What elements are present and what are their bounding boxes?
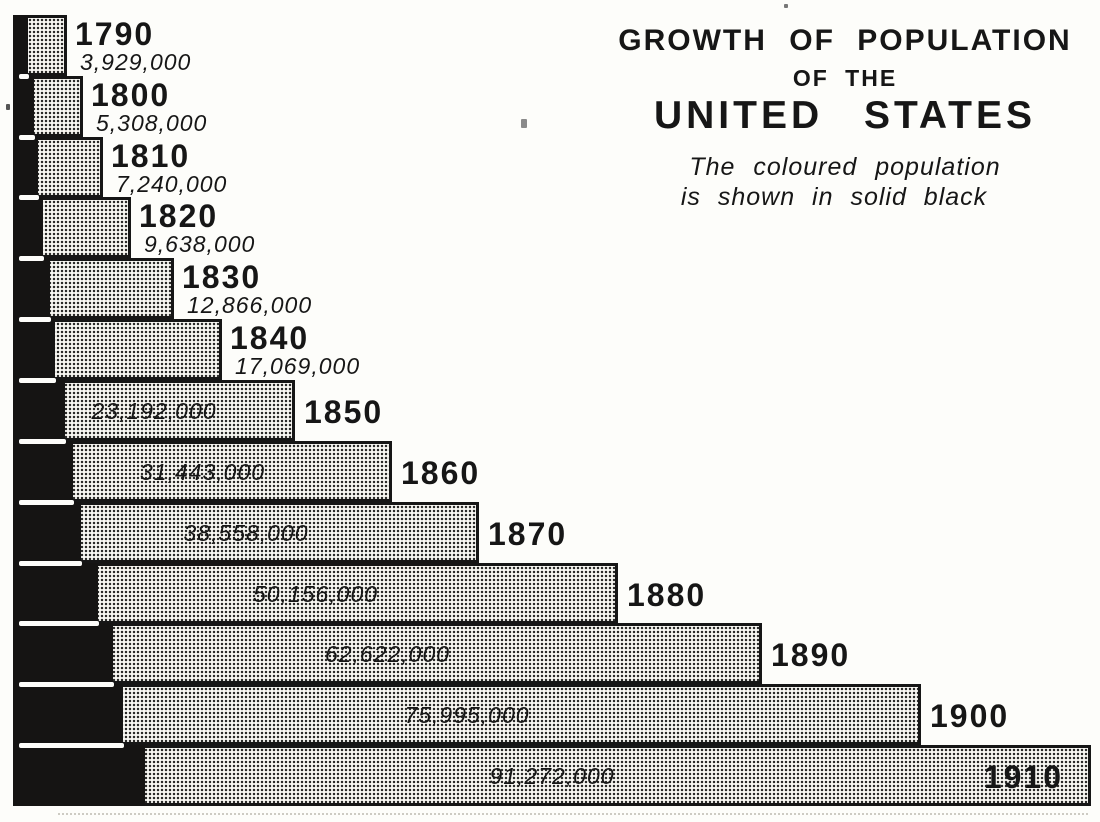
black-column-separator	[19, 561, 82, 566]
year-label-1850: 1850	[304, 394, 384, 430]
year-label-1840: 1840	[230, 320, 310, 356]
ink-speck	[6, 104, 10, 110]
year-label-1880: 1880	[627, 577, 707, 613]
black-column-separator	[19, 256, 44, 261]
coloured-population-segment-1800	[13, 76, 34, 137]
black-column-separator	[19, 135, 35, 140]
coloured-population-segment-1820	[13, 197, 43, 258]
coloured-population-segment-1830	[13, 258, 50, 319]
year-label-1820: 1820	[139, 198, 219, 234]
scan-shadow-line	[58, 813, 1088, 815]
bar-1830	[13, 258, 174, 319]
value-label-1870: 38,558,000	[183, 520, 309, 546]
bar-1840	[13, 319, 222, 380]
coloured-population-segment-1860	[13, 441, 73, 502]
value-label-1820: 9,638,000	[144, 231, 256, 257]
bar-1800	[13, 76, 83, 137]
value-label-1790: 3,929,000	[80, 49, 192, 75]
coloured-population-segment-1790	[13, 15, 28, 76]
year-label-1790: 1790	[75, 16, 155, 52]
chart-title-line1: GROWTH OF POPULATION	[618, 24, 1072, 57]
year-label-1810: 1810	[111, 138, 191, 174]
coloured-population-segment-1840	[13, 319, 55, 380]
chart-title-line2: OF THE	[792, 65, 898, 91]
black-column-separator	[19, 74, 29, 79]
value-label-1850: 23,192,000	[91, 398, 217, 424]
bar-1850	[13, 380, 295, 441]
value-label-1800: 5,308,000	[96, 110, 208, 136]
ink-speck	[784, 4, 788, 8]
black-column-separator	[19, 195, 39, 200]
bar-1870	[13, 502, 479, 563]
black-column-separator	[19, 682, 114, 687]
coloured-population-segment-1810	[13, 137, 38, 198]
black-column-separator	[19, 500, 74, 505]
black-column-separator	[19, 621, 99, 626]
black-column-separator	[19, 317, 51, 322]
year-label-1870: 1870	[488, 516, 568, 552]
value-label-1890: 62,622,000	[324, 641, 451, 667]
coloured-population-segment-1910	[13, 745, 145, 806]
black-column-separator	[19, 439, 66, 444]
value-label-1810: 7,240,000	[116, 171, 228, 197]
year-label-1900: 1900	[930, 698, 1010, 734]
coloured-population-segment-1870	[13, 502, 81, 563]
value-label-1830: 12,866,000	[187, 292, 313, 318]
black-column-separator	[19, 743, 124, 748]
ink-speck	[521, 119, 527, 128]
bar-1810	[13, 137, 103, 198]
bar-1880	[13, 563, 618, 624]
year-label-1830: 1830	[182, 259, 262, 295]
bar-1860	[13, 441, 392, 502]
chart-subtitle-line1: The coloured population	[689, 153, 1001, 181]
black-column-separator	[19, 378, 56, 383]
coloured-population-segment-1880	[13, 563, 98, 624]
year-label-1860: 1860	[401, 455, 481, 491]
value-label-1910: 91,272,000	[489, 763, 615, 789]
bar-1900	[13, 684, 921, 745]
year-label-1910: 1910	[983, 759, 1063, 795]
bar-1890	[13, 623, 762, 684]
value-label-1860: 31,443,000	[139, 459, 266, 485]
bar-1790	[13, 15, 67, 76]
chart-title-block: GROWTH OF POPULATION OF THE UNITED STATE…	[585, 24, 1100, 211]
value-label-1880: 50,156,000	[252, 581, 379, 607]
bar-1820	[13, 197, 131, 258]
year-label-1890: 1890	[771, 637, 851, 673]
value-label-1840: 17,069,000	[235, 353, 361, 379]
bar-1910	[13, 745, 1091, 806]
coloured-population-segment-1890	[13, 623, 113, 684]
chart-title-line3: UNITED STATES	[653, 94, 1037, 137]
year-label-1800: 1800	[91, 77, 171, 113]
value-label-1900: 75,995,000	[404, 702, 530, 728]
coloured-population-segment-1850	[13, 380, 65, 441]
chart-subtitle-line2: is shown in solid black	[680, 183, 988, 211]
coloured-population-segment-1900	[13, 684, 123, 745]
